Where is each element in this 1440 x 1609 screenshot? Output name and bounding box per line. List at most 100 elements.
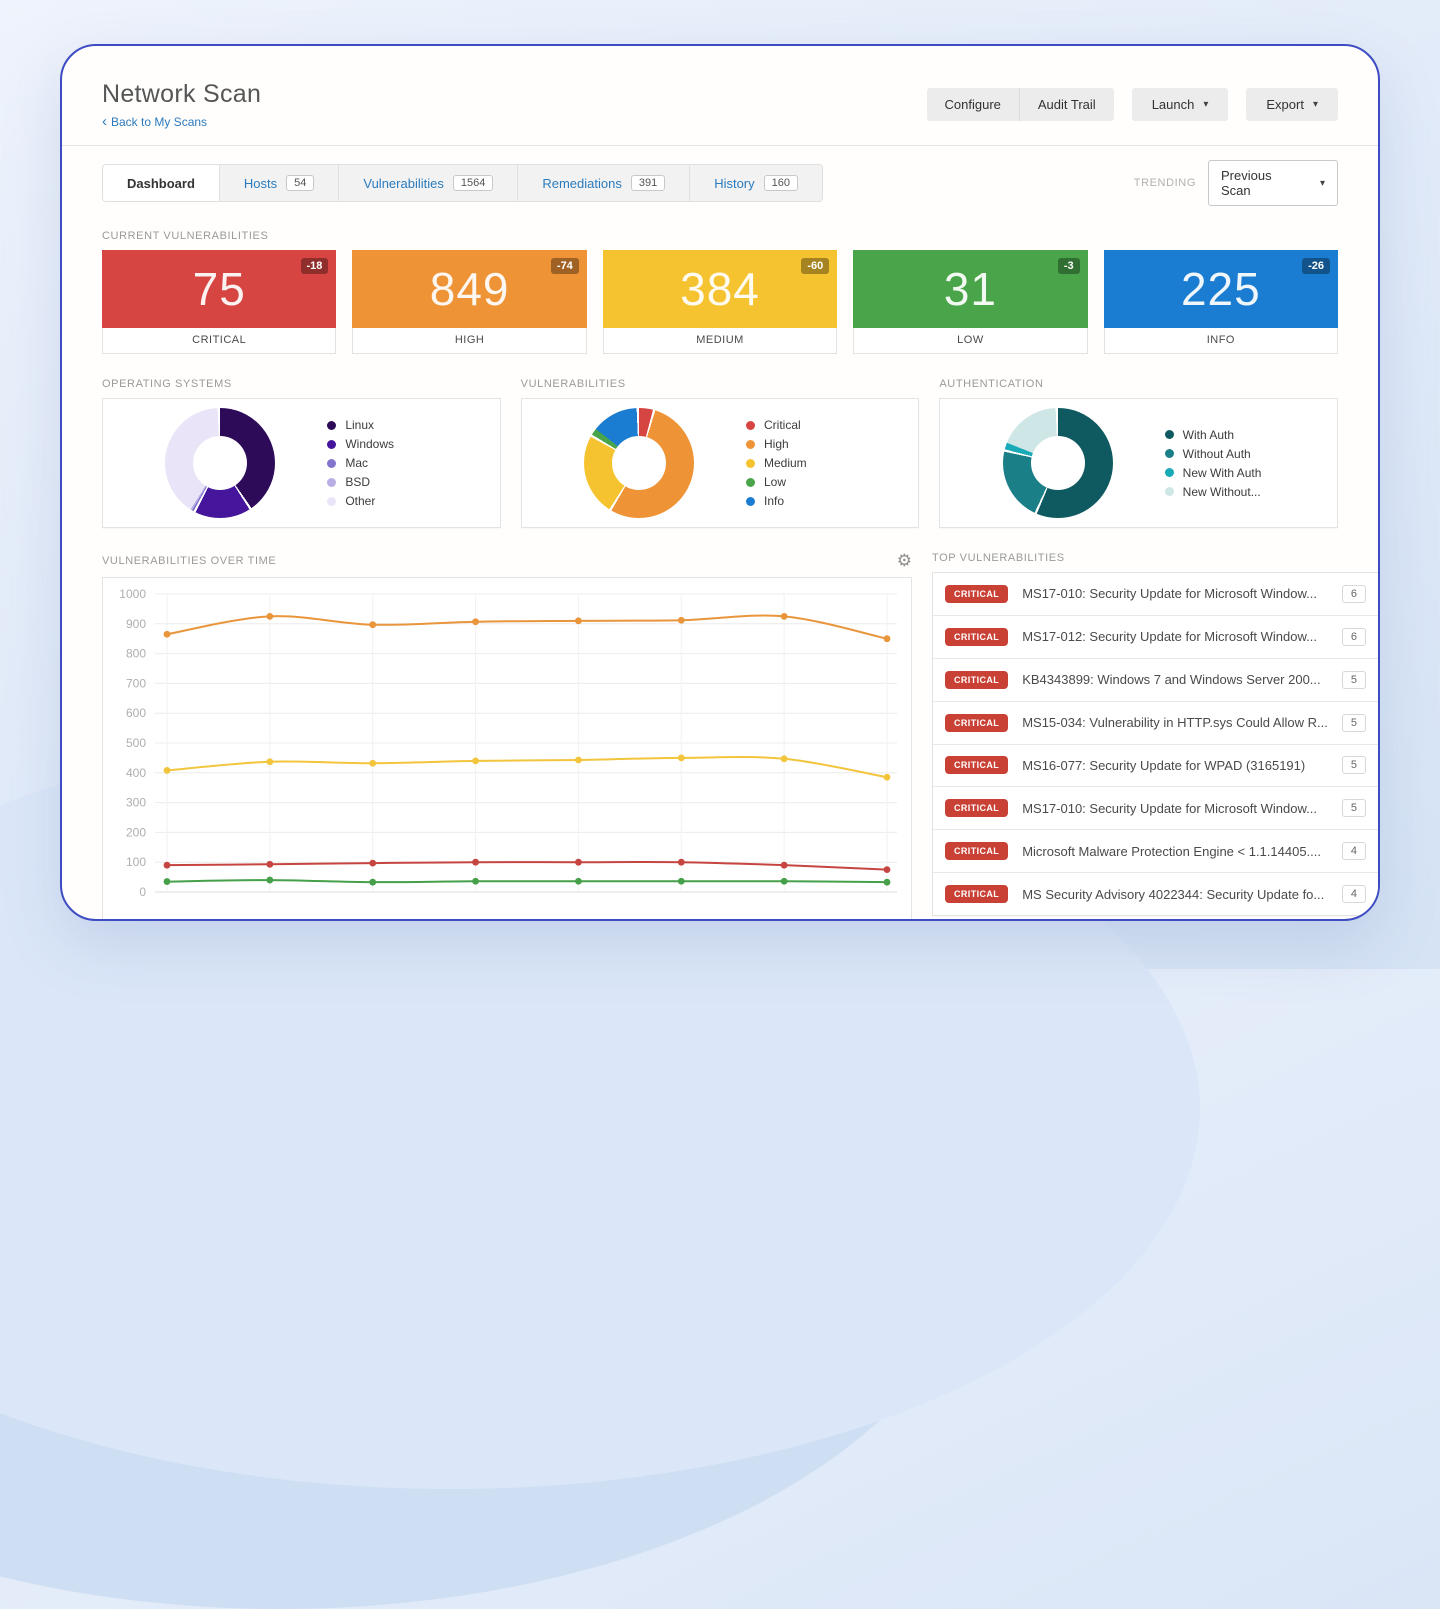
legend-label: Without Auth [1183,447,1251,461]
svg-text:900: 900 [126,617,146,631]
launch-button[interactable]: Launch ▾ [1132,88,1229,121]
trending-label: TRENDING [1134,177,1196,189]
legend-label: Linux [345,418,374,432]
legend-item: High [746,437,856,451]
legend-label: High [764,437,789,451]
severity-card-medium[interactable]: 384 -60 MEDIUM [603,250,837,354]
legend-item: Low [746,475,856,489]
authentication-section: AUTHENTICATION With AuthWithout AuthNew … [939,354,1338,528]
legend-item: New Without... [1165,485,1275,499]
vulnerabilities-donut-panel: Critical High Medium Low Info [521,398,920,528]
tab-remediations[interactable]: Remediations391 [518,164,690,202]
legend-dot [1165,487,1174,496]
export-button[interactable]: Export ▾ [1246,88,1338,121]
card-value: 384 [680,262,760,316]
operating-systems-label: OPERATING SYSTEMS [102,378,501,390]
top-vulnerabilities-section: TOP VULNERABILITIES CRITICALMS17-010: Se… [932,528,1379,921]
data-point-critical [164,862,171,869]
legend-label: Info [764,494,784,508]
legend-item: Medium [746,456,856,470]
vulnerability-row[interactable]: CRITICALMicrosoft Malware Protection Eng… [933,830,1378,873]
data-point-high [164,631,171,638]
chevron-down-icon: ▾ [1320,178,1325,189]
vulnerability-title: MS16-077: Security Update for WPAD (3165… [1022,758,1328,773]
legend-label: With Auth [1183,428,1234,442]
tab-bar: DashboardHosts54 Vulnerabilities 1564 Remed… [102,164,823,202]
data-point-medium [369,760,376,767]
vulnerability-row[interactable]: CRITICALMS17-010: Security Update for Mi… [933,573,1378,616]
donut-charts-row: OPERATING SYSTEMS LinuxWindowsMacBSDOthe… [102,354,1338,528]
svg-text:200: 200 [126,825,146,839]
bottom-row: VULNERABILITIES OVER TIME ⚙ 010020030040… [102,528,1338,921]
configure-button[interactable]: Configure [927,88,1019,121]
vulnerabilities-section: VULNERABILITIES CriticalHighMediumLowInf… [521,354,920,528]
vulnerability-count-badge: 4 [1342,842,1366,860]
severity-badge: CRITICAL [945,799,1008,817]
current-vulnerabilities-label: CURRENT VULNERABILITIES [102,230,1338,242]
legend-label: New Without... [1183,485,1261,499]
series-line-high [167,615,887,638]
vulnerability-row[interactable]: CRITICALMS Security Advisory 4022344: Se… [933,873,1378,915]
tab-dashboard[interactable]: Dashboard [102,164,220,202]
data-point-medium [575,757,582,764]
data-point-critical [266,861,273,868]
back-to-my-scans-link[interactable]: ‹ Back to My Scans [102,115,261,129]
vulnerability-row[interactable]: CRITICALMS17-010: Security Update for Mi… [933,787,1378,830]
severity-badge: CRITICAL [945,714,1008,732]
legend-dot [746,440,755,449]
vulnerability-count-badge: 5 [1342,714,1366,732]
tab-vulnerabilities[interactable]: Vulnerabilities 1564 [339,164,518,202]
audit-trail-button[interactable]: Audit Trail [1019,88,1114,121]
severity-card-info[interactable]: 225-26INFO [1104,250,1338,354]
data-point-high [575,617,582,624]
data-point-low [266,877,273,884]
severity-card-low[interactable]: 31-3LOW [853,250,1087,354]
legend-item: With Auth [1165,428,1275,442]
severity-badge: CRITICAL [945,585,1008,603]
data-point-critical [472,859,479,866]
data-point-critical [678,859,685,866]
legend-label: Mac [345,456,368,470]
data-point-medium [164,767,171,774]
legend-dot [1165,449,1174,458]
trend-delta-badge: -3 [1058,258,1080,274]
vulnerability-row[interactable]: CRITICALMS16-077: Security Update for WP… [933,745,1378,788]
card-severity-label: HIGH [352,328,586,354]
severity-card-critical[interactable]: 75-18CRITICAL [102,250,336,354]
card-value: 849 [430,262,510,316]
tab-label: Vulnerabilities [363,176,443,191]
trending-selected-value: Previous Scan [1221,168,1302,198]
tab-history[interactable]: History160 [690,164,823,202]
card-value-block: 225-26 [1104,250,1338,328]
legend-dot [746,421,755,430]
vulnerability-row[interactable]: CRITICALMS17-012: Security Update for Mi… [933,616,1378,659]
severity-card-high[interactable]: 849-74HIGH [352,250,586,354]
gear-icon[interactable]: ⚙ [897,552,912,569]
svg-text:600: 600 [126,706,146,720]
trend-delta-badge: -60 [801,258,829,274]
legend-item: New With Auth [1165,466,1275,480]
trending-control: TRENDING Previous Scan ▾ [1134,160,1338,206]
data-point-critical [884,866,891,873]
vulnerability-count-badge: 5 [1342,671,1366,689]
trending-select[interactable]: Previous Scan ▾ [1208,160,1338,206]
card-value-block: 384 -60 [603,250,837,328]
donut-chart [1003,408,1113,518]
vulnerability-row[interactable]: CRITICALKB4343899: Windows 7 and Windows… [933,659,1378,702]
top-vulnerabilities-list: CRITICALMS17-010: Security Update for Mi… [932,572,1379,916]
data-point-high [781,613,788,620]
tab-count-badge: 160 [764,175,798,191]
severity-badge: CRITICAL [945,671,1008,689]
vulnerability-row[interactable]: CRITICALMS15-034: Vulnerability in HTTP.… [933,702,1378,745]
vulnerabilities-over-time-chart: 01002003004005006007008009001000 [102,577,912,921]
top-vulnerabilities-label: TOP VULNERABILITIES [932,552,1379,564]
tab-count-badge: 1564 [453,175,493,191]
chart-legend: LinuxWindowsMacBSDOther [327,418,437,508]
tab-hosts[interactable]: Hosts54 [220,164,339,202]
card-severity-label: MEDIUM [603,328,837,354]
vulnerability-count-badge: 5 [1342,799,1366,817]
legend-label: Critical [764,418,801,432]
legend-label: Low [764,475,786,489]
severity-cards: 75-18CRITICAL849-74HIGH 384 -60 MEDIUM 31-3L… [102,250,1338,354]
card-value-block: 75-18 [102,250,336,328]
